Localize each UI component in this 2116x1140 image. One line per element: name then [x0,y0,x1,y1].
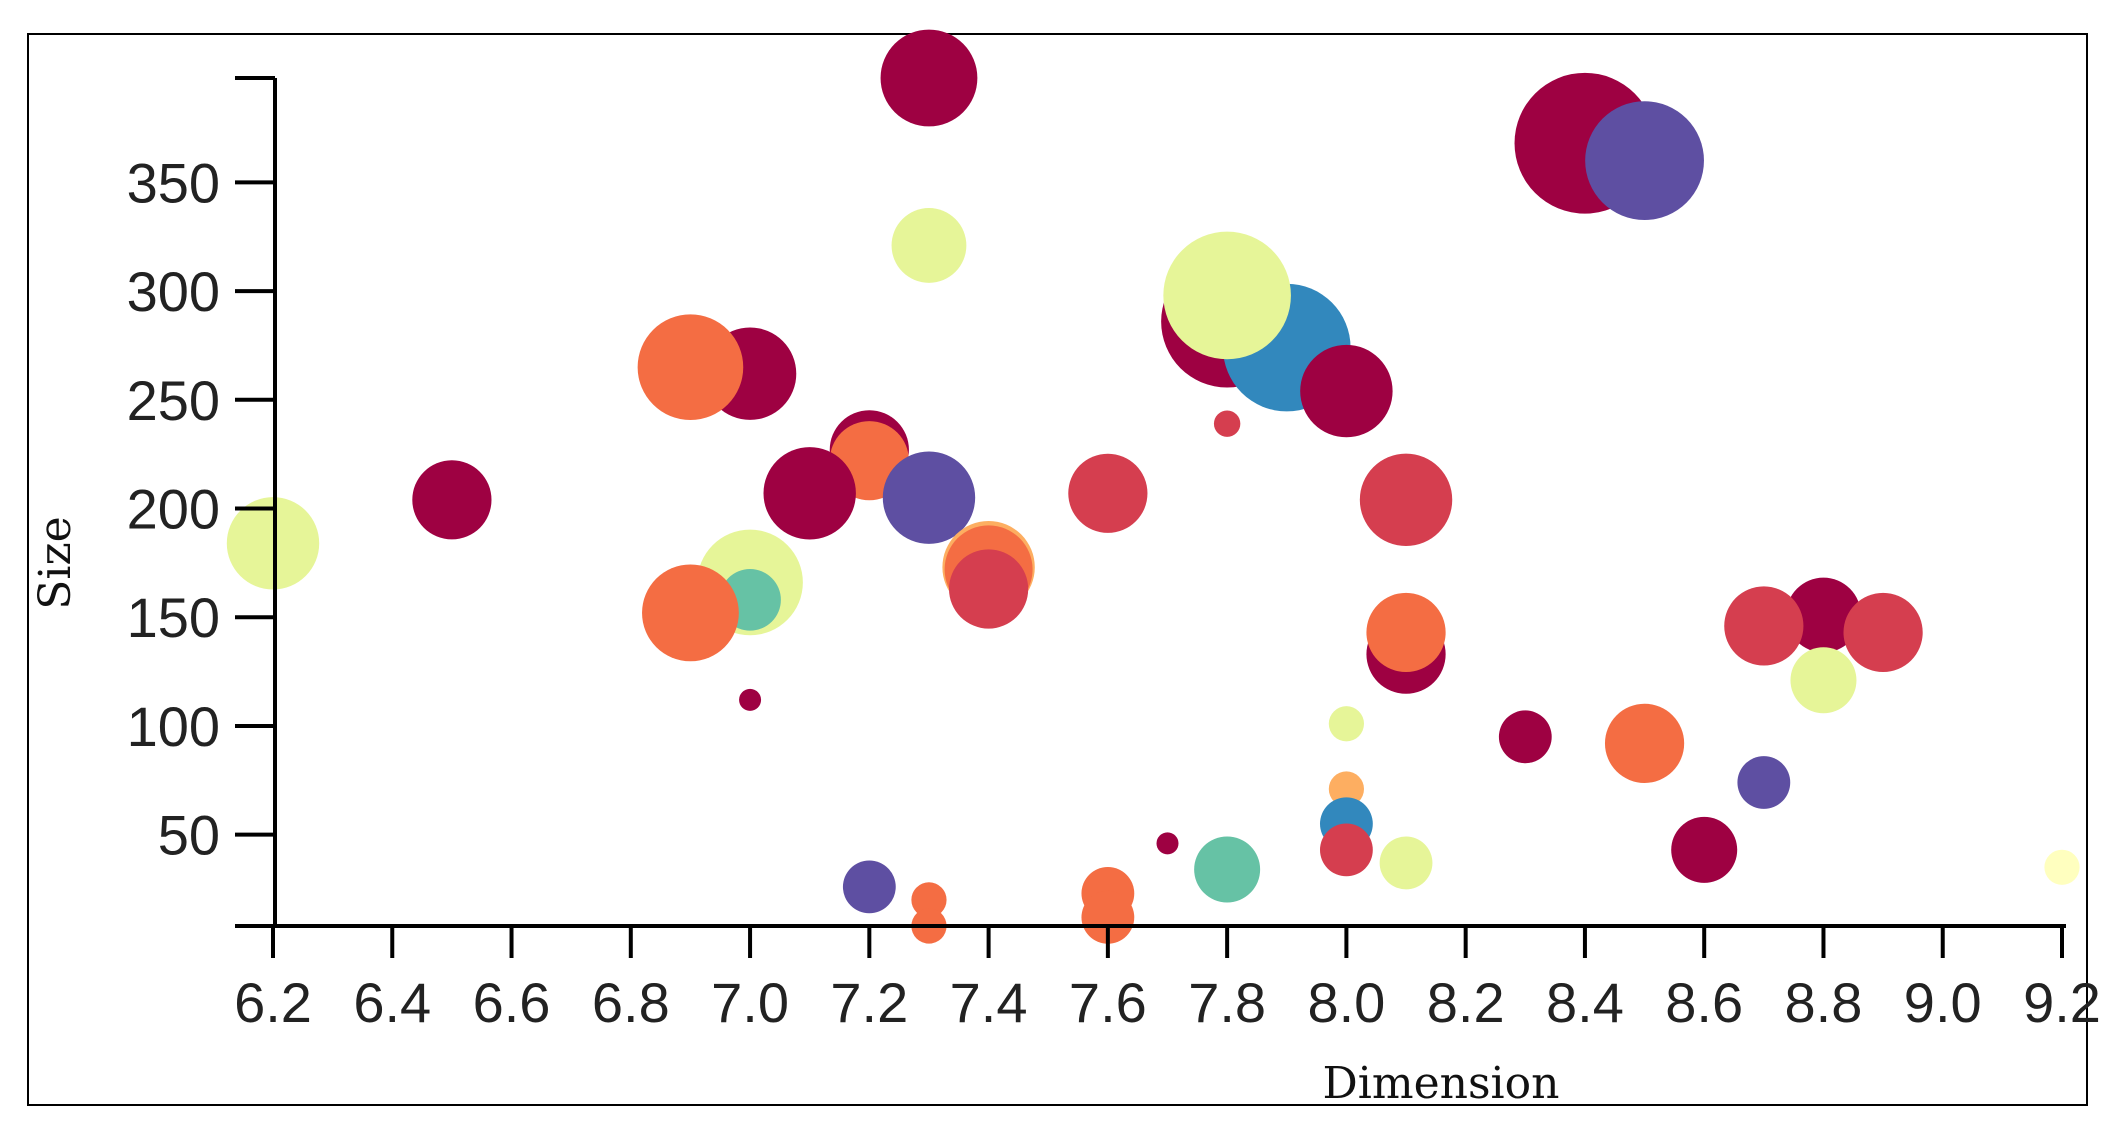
data-point-17[interactable] [1359,453,1453,547]
data-point-26[interactable] [1724,586,1804,666]
data-point-40[interactable] [1156,832,1179,855]
data-point-42[interactable] [1194,836,1261,903]
data-point-39[interactable] [1671,816,1738,883]
y-tick-label: 150 [127,586,220,649]
data-point-34[interactable] [1604,703,1685,783]
axes-layer: 6.2 6.4 6.6 6.8 7.0 7.2 7.4 7.6 7.8 8.0 8.2 8.4 8.6 8… [127,76,2101,1034]
x-tick-label: 7.4 [950,971,1028,1034]
data-point-33[interactable] [1498,710,1552,764]
x-tick-label: 8.6 [1665,971,1743,1034]
data-point-30[interactable] [1790,647,1857,714]
data-point-6[interactable] [1163,231,1291,360]
points-layer [226,29,2080,944]
x-tick-label: 8.4 [1546,971,1624,1034]
data-point-48[interactable] [1081,890,1135,944]
data-point-14[interactable] [882,451,976,544]
x-tick-label: 6.4 [353,971,431,1034]
x-tick-label: 6.8 [592,971,670,1034]
data-point-44[interactable] [842,860,896,914]
data-point-29[interactable] [1366,592,1446,673]
data-point-24[interactable] [642,564,739,662]
x-tick-label: 7.8 [1188,971,1266,1034]
y-axis-title: Size [30,516,81,609]
data-point-21[interactable] [949,549,1029,629]
x-tick-label: 7.6 [1069,971,1147,1034]
data-point-25[interactable] [1786,577,1861,653]
x-tick-label: 7.0 [711,971,789,1034]
x-tick-label: 8.0 [1307,971,1385,1034]
x-ticks: 6.2 6.4 6.6 6.8 7.0 7.2 7.4 7.6 7.8 8.0 8.2 8.4 8.6 8… [234,926,2101,1034]
x-axis-title: Dimension [1323,1058,1560,1109]
data-point-32[interactable] [1328,706,1364,742]
data-point-45[interactable] [911,882,947,918]
data-point-16[interactable] [1068,453,1148,533]
data-point-41[interactable] [1379,836,1433,890]
data-point-38[interactable] [1320,823,1373,877]
y-tick-label: 350 [127,151,220,214]
data-point-9[interactable] [637,314,744,420]
x-tick-label: 9.2 [2023,971,2101,1034]
data-point-31[interactable] [739,688,762,711]
data-point-10[interactable] [1213,410,1241,437]
x-tick-label: 8.8 [1785,971,1863,1034]
y-tick-label: 250 [127,369,220,432]
y-ticks: 50 100 150 200 250 300 350 [127,151,275,867]
x-tick-label: 8.2 [1427,971,1505,1034]
data-point-0[interactable] [880,29,978,127]
x-tick-label: 6.6 [473,971,551,1034]
data-point-7[interactable] [1300,344,1393,438]
x-tick-label: 6.2 [234,971,312,1034]
data-point-36[interactable] [1328,771,1364,807]
x-tick-label: 9.0 [1904,971,1982,1034]
data-point-27[interactable] [1843,592,1923,673]
data-point-13[interactable] [763,447,856,540]
y-tick-label: 200 [127,478,220,541]
x-tick-label: 7.2 [830,971,908,1034]
data-point-43[interactable] [2044,849,2080,885]
data-point-3[interactable] [891,208,967,283]
y-tick-label: 100 [127,695,220,758]
data-point-2[interactable] [1585,101,1704,221]
data-point-35[interactable] [1737,756,1791,809]
y-tick-label: 50 [158,804,220,867]
data-point-15[interactable] [412,460,492,540]
y-tick-label: 300 [127,260,220,323]
